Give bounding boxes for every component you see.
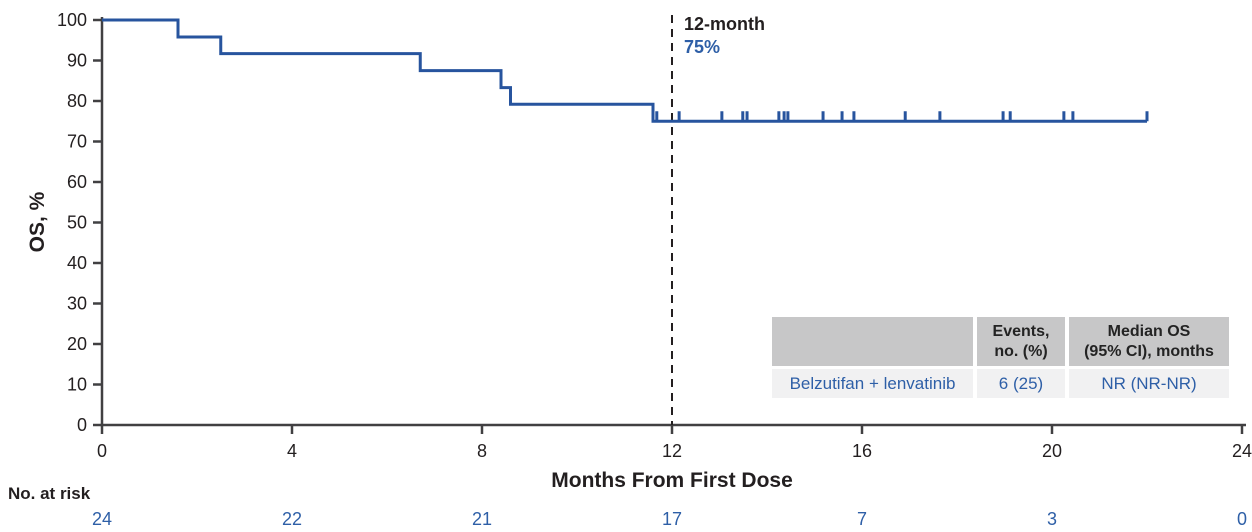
y-tick-label: 60 [67, 172, 87, 192]
y-tick-label: 70 [67, 132, 87, 152]
y-axis-title: OS, % [26, 191, 49, 253]
y-tick-label: 100 [57, 10, 87, 30]
annotation-label: 12-month [684, 14, 765, 34]
no-at-risk-label: No. at risk [8, 484, 91, 503]
y-tick-label: 80 [67, 91, 87, 111]
risk-count: 17 [662, 509, 682, 529]
x-tick-label: 20 [1042, 441, 1062, 461]
table-header-group [772, 317, 973, 366]
summary-table: Events, no. (%) Median OS (95% CI), mont… [772, 317, 1229, 398]
annotation-value: 75% [684, 37, 721, 57]
x-tick-label: 4 [287, 441, 297, 461]
x-tick-label: 8 [477, 441, 487, 461]
y-tick-label: 10 [67, 375, 87, 395]
table-cell-group-name: Belzutifan + lenvatinib [772, 369, 973, 398]
risk-count: 0 [1237, 509, 1247, 529]
table-header-median-os: Median OS (95% CI), months [1069, 317, 1229, 366]
table-header-events: Events, no. (%) [977, 317, 1065, 366]
x-tick-label: 12 [662, 441, 682, 461]
risk-count: 21 [472, 509, 492, 529]
x-tick-label: 16 [852, 441, 872, 461]
x-axis-title: Months From First Dose [551, 469, 793, 492]
risk-count: 7 [857, 509, 867, 529]
y-tick-label: 40 [67, 253, 87, 273]
y-tick-label: 0 [77, 415, 87, 435]
y-tick-label: 30 [67, 294, 87, 314]
twelve-month-annotation: 12-month 75% [684, 13, 765, 59]
x-tick-label: 24 [1232, 441, 1252, 461]
risk-count: 3 [1047, 509, 1057, 529]
x-tick-label: 0 [97, 441, 107, 461]
table-cell-events: 6 (25) [977, 369, 1065, 398]
y-tick-label: 50 [67, 213, 87, 233]
y-tick-label: 90 [67, 51, 87, 71]
y-tick-label: 20 [67, 334, 87, 354]
km-curve [102, 18, 1147, 123]
risk-count: 24 [92, 509, 112, 529]
table-cell-median-os: NR (NR-NR) [1069, 369, 1229, 398]
risk-count: 22 [282, 509, 302, 529]
